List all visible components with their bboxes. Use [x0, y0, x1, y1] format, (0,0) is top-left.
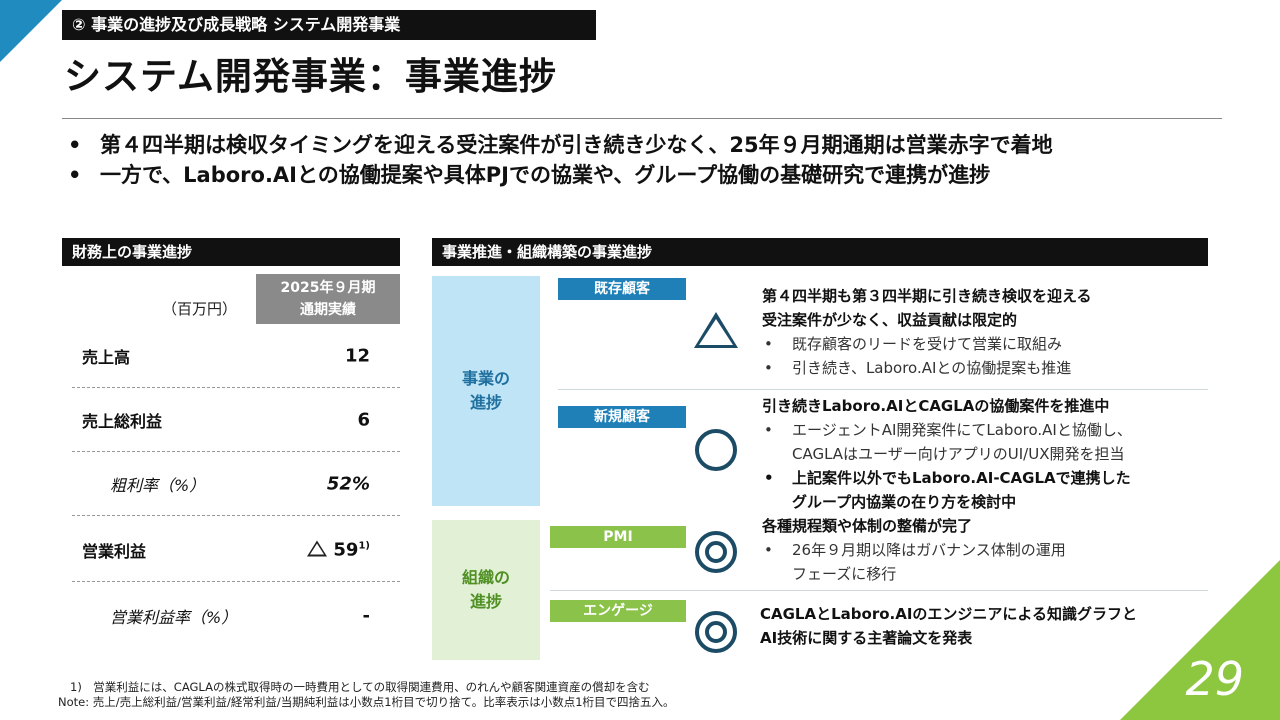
block-label: 事業の 進捗	[432, 367, 540, 415]
row-divider	[550, 590, 1208, 591]
financial-row: 売上総利益 6	[72, 388, 400, 452]
desc-item: 既存顧客のリードを受けて営業に取組み	[762, 332, 1202, 356]
row-value: -	[362, 605, 370, 627]
row-value-negative: 591)	[307, 539, 370, 560]
desc-item: 引き続き、Laboro.AIとの協働提案も推進	[762, 356, 1202, 380]
desc-item: エージェントAI開発案件にてLaboro.AIと協働し、 CAGLAはユーザー向け…	[762, 418, 1212, 466]
circle-icon	[694, 428, 738, 472]
double-circle-icon	[694, 530, 738, 574]
negative-triangle-icon	[307, 540, 328, 556]
summary-bullet: 第４四半期は検収タイミングを迎える受注案件が引き続き少なく、25年９月期通期は営…	[66, 130, 1246, 160]
desc-line: エージェントAI開発案件にてLaboro.AIと協働し、	[792, 421, 1132, 439]
block-label-line: 事業の	[461, 369, 510, 388]
title-divider	[62, 118, 1222, 119]
row-divider	[558, 389, 1208, 390]
existing-customer-desc: 第４四半期も第３四半期に引き続き検収を迎える 受注案件が少なく、収益貢献は限定的…	[762, 284, 1202, 380]
period-line: 通期実績	[300, 302, 356, 318]
footnote: 1) 営業利益には、CAGLAの株式取得時の一時費用としての取得関連費用、のれん…	[70, 680, 650, 694]
engagement-desc: CAGLAとLaboro.AIのエンジニアによる知識グラフと AI技術に関する主…	[760, 602, 1220, 650]
page-title: システム開発事業：事業進捗	[64, 55, 557, 98]
desc-line: CAGLAはユーザー向けアプリのUI/UX開発を担当	[792, 445, 1125, 463]
desc-heading: AI技術に関する主著論文を発表	[760, 629, 973, 647]
financial-row: 粗利率（%） 52%	[72, 452, 400, 516]
desc-heading: 各種規程類や体制の整備が完了	[762, 517, 973, 535]
desc-line: グループ内協業の在り方を検討中	[792, 493, 1017, 511]
business-progress-block: 事業の 進捗	[432, 276, 540, 506]
unit-label: （百万円）	[162, 300, 238, 318]
desc-list: エージェントAI開発案件にてLaboro.AIと協働し、 CAGLAはユーザー向け…	[762, 418, 1212, 514]
summary-bullet: 一方で、Laboro.AIとの協働提案や具体PJでの協業や、グループ協働の基礎研…	[66, 160, 1246, 190]
financial-row: 営業利益率（%） -	[72, 584, 400, 648]
row-label: 営業利益率（%）	[110, 608, 238, 627]
period-header: 2025年９月期 通期実績	[256, 274, 400, 324]
existing-customer-pill: 既存顧客	[558, 278, 686, 300]
triangle-icon	[694, 308, 738, 352]
value-number: 59	[333, 539, 359, 560]
desc-heading: CAGLAとLaboro.AIのエンジニアによる知識グラフと	[760, 605, 1137, 623]
block-label-line: 組織の	[461, 568, 510, 587]
footnote-ref: 1)	[358, 540, 370, 551]
row-label: 売上総利益	[82, 411, 163, 431]
desc-line: 26年９月期以降はガバナンス体制の運用	[792, 541, 1066, 559]
row-label: 営業利益	[82, 541, 147, 561]
engagement-pill: エンゲージ	[550, 600, 686, 622]
row-label: 粗利率（%）	[110, 475, 206, 495]
footnote: Note: 売上/売上総利益/営業利益/経常利益/当期純利益は小数点1桁目で切り…	[58, 695, 675, 709]
desc-heading: 引き続きLaboro.AIとCAGLAの協働案件を推進中	[762, 397, 1110, 415]
desc-item: 上記案件以外でもLaboro.AI-CAGLAで連携したグループ内協業の在り方を…	[762, 466, 1212, 514]
financial-panel-header: 財務上の事業進捗	[62, 238, 400, 266]
desc-heading: 第４四半期も第３四半期に引き続き検収を迎える	[762, 287, 1092, 305]
row-label: 売上高	[82, 347, 131, 367]
desc-line: 上記案件以外でもLaboro.AI-CAGLAで連携した	[792, 469, 1131, 487]
period-line: 2025年９月期	[280, 280, 376, 296]
block-label: 組織の 進捗	[432, 566, 540, 614]
progress-panel-header: 事業推進・組織構築の事業進捗	[432, 238, 1208, 266]
pmi-pill: PMI	[550, 526, 686, 548]
block-label-line: 進捗	[469, 393, 502, 412]
block-label-line: 進捗	[469, 592, 502, 611]
row-value: 52%	[326, 473, 370, 494]
corner-decoration-bottom-right	[1120, 560, 1280, 720]
summary-bullets: 第４四半期は検収タイミングを迎える受注案件が引き続き少なく、25年９月期通期は営…	[66, 130, 1246, 190]
footnotes: 1) 営業利益には、CAGLAの株式取得時の一時費用としての取得関連費用、のれん…	[58, 680, 675, 710]
pmi-desc: 各種規程類や体制の整備が完了 26年９月期以降はガバナンス体制の運用フェーズに移…	[762, 514, 1202, 586]
row-value: 12	[344, 345, 370, 366]
section-tag: ② 事業の進捗及び成長戦略 システム開発事業	[62, 10, 596, 40]
double-circle-icon	[694, 610, 738, 654]
financial-row: 売上高 12	[72, 324, 400, 388]
desc-heading: 受注案件が少なく、収益貢献は限定的	[762, 311, 1018, 329]
new-customer-desc: 引き続きLaboro.AIとCAGLAの協働案件を推進中 エージェントAI開発案…	[762, 394, 1212, 514]
desc-line: フェーズに移行	[792, 565, 897, 583]
row-value: 6	[357, 409, 370, 430]
page-number: 29	[1185, 652, 1244, 706]
corner-decoration-top-left	[0, 0, 62, 62]
desc-list: 既存顧客のリードを受けて営業に取組み 引き続き、Laboro.AIとの協働提案も…	[762, 332, 1202, 380]
organization-progress-block: 組織の 進捗	[432, 520, 540, 660]
new-customer-pill: 新規顧客	[558, 406, 686, 428]
financial-row: 営業利益 591)	[72, 518, 400, 582]
